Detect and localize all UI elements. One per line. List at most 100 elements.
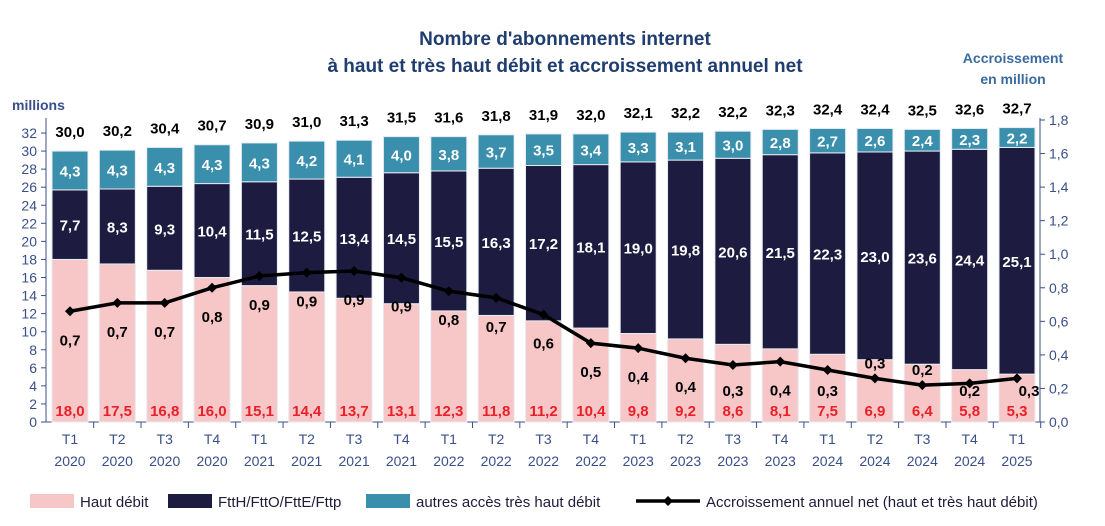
x-tick-label-quarter: T2 [109, 431, 126, 447]
bar-value-label: 11,5 [245, 227, 273, 244]
x-tick-label-quarter: T3 [346, 431, 363, 447]
line-value-label: 0,6 [533, 336, 554, 353]
line-marker [917, 380, 928, 391]
y2-tick-label: 0,0 [1049, 414, 1069, 430]
bar-autres-thd [146, 146, 184, 187]
bar-value-label: 2,8 [770, 135, 791, 152]
chart-title-line2: à haut et très haut débit et accroisseme… [327, 56, 803, 77]
bar-autres-thd [193, 144, 231, 185]
bar-value-label: 23,0 [860, 249, 889, 266]
x-tick-label-quarter: T2 [867, 431, 884, 447]
bar-value-label: 4,0 [391, 148, 412, 165]
y-axis-label: millions [12, 97, 65, 113]
x-tick-label-year: 2023 [765, 453, 796, 469]
bar-total-label: 31,8 [482, 108, 511, 125]
bar-value-label: 25,1 [1002, 254, 1031, 271]
y-tick-label: 22 [21, 215, 37, 231]
bar-ftth [193, 183, 231, 278]
line-value-label: 0,4 [770, 383, 792, 400]
x-tick-label-quarter: T4 [393, 431, 410, 447]
y-tick-label: 18 [21, 251, 37, 267]
y-tick-label: 6 [29, 360, 37, 376]
x-tick-label-quarter: T4 [583, 431, 600, 447]
bar-value-label: 3,5 [533, 143, 554, 160]
line-marker [396, 272, 407, 283]
bar-total-label: 30,2 [103, 123, 132, 140]
bar-autres-thd [51, 150, 89, 191]
x-tick-label-year: 2024 [907, 453, 938, 469]
bar-value-label: 24,4 [955, 252, 985, 269]
line-value-label: 0,7 [60, 332, 81, 349]
x-tick-label-year: 2024 [812, 453, 843, 469]
line-value-label: 0,3 [722, 383, 743, 400]
x-tick-label-year: 2023 [623, 453, 654, 469]
bar-total-label: 31,9 [529, 107, 558, 124]
bar-ftth [525, 165, 562, 322]
x-tick-label-year: 2023 [717, 453, 748, 469]
bar-total-label: 32,2 [718, 104, 747, 121]
bar-ftth [335, 176, 373, 299]
bar-value-label: 6,4 [912, 403, 934, 420]
line-marker [964, 378, 975, 389]
line-value-label: 0,9 [296, 294, 317, 311]
bar-total-label: 32,4 [860, 101, 890, 118]
y2-tick-label: 1,2 [1049, 213, 1069, 229]
bar-ftth [477, 167, 515, 316]
x-tick-label-quarter: T2 [677, 431, 694, 447]
x-tick-label-quarter: T1 [62, 431, 79, 447]
bar-total-label: 30,4 [150, 120, 180, 137]
bar-autres-thd [240, 142, 278, 183]
bar-total-label: 30,9 [245, 116, 274, 133]
bar-total-label: 32,4 [813, 101, 843, 118]
bar-value-label: 3,7 [486, 145, 507, 162]
bar-value-label: 20,6 [718, 244, 747, 261]
bar-haut-debit [51, 258, 89, 423]
bar-value-label: 15,1 [245, 403, 274, 420]
line-value-label: 0,7 [107, 324, 128, 341]
bar-haut-debit [477, 314, 515, 423]
y2-tick-label: 1,0 [1049, 246, 1069, 262]
x-tick-label-quarter: T4 [204, 431, 221, 447]
bar-ftth [951, 148, 989, 371]
x-tick-label-quarter: T4 [961, 431, 978, 447]
bar-value-label: 4,1 [344, 152, 365, 169]
bar-haut-debit [430, 310, 468, 423]
bar-value-label: 3,0 [722, 138, 743, 155]
legend-swatch [366, 494, 410, 508]
bar-value-label: 2,3 [959, 132, 980, 149]
line-marker [869, 373, 880, 384]
line-marker [775, 356, 786, 367]
x-tick-label-year: 2021 [339, 453, 370, 469]
line-marker [1012, 373, 1022, 384]
y2-tick-label: 1,6 [1049, 146, 1069, 162]
legend-label: Accroissement annuel net (haut et très h… [706, 494, 1038, 511]
y-tick-label: 24 [21, 197, 37, 213]
x-tick-label-year: 2024 [954, 453, 985, 469]
bar-value-label: 13,4 [339, 231, 369, 248]
bar-value-label: 21,5 [766, 245, 795, 262]
line-value-label: 0,3 [817, 383, 838, 400]
bar-value-label: 13,7 [339, 403, 368, 420]
bar-autres-thd [98, 149, 136, 190]
bar-autres-thd [572, 133, 610, 166]
y-tick-label: 0 [29, 414, 37, 430]
bar-value-label: 12,5 [292, 229, 321, 246]
x-tick-label-year: 2021 [386, 453, 417, 469]
bar-value-label: 11,2 [529, 403, 557, 420]
line-marker [349, 266, 360, 276]
bar-total-label: 32,6 [955, 101, 984, 118]
bar-value-label: 18,0 [55, 403, 84, 420]
line-marker [159, 297, 170, 308]
bar-value-label: 2,2 [1007, 131, 1028, 148]
bar-total-label: 32,3 [766, 102, 795, 119]
x-tick-label-quarter: T2 [299, 431, 316, 447]
bar-autres-thd [477, 134, 515, 169]
line-value-label: 0,4 [628, 369, 650, 386]
bar-value-label: 2,4 [912, 133, 934, 150]
bar-total-label: 32,7 [1002, 101, 1031, 118]
y-tick-label: 30 [21, 143, 37, 159]
line-marker [822, 364, 833, 375]
bar-autres-thd [430, 136, 468, 172]
x-tick-label-quarter: T3 [914, 431, 931, 447]
x-tick-label-quarter: T1 [630, 431, 647, 447]
